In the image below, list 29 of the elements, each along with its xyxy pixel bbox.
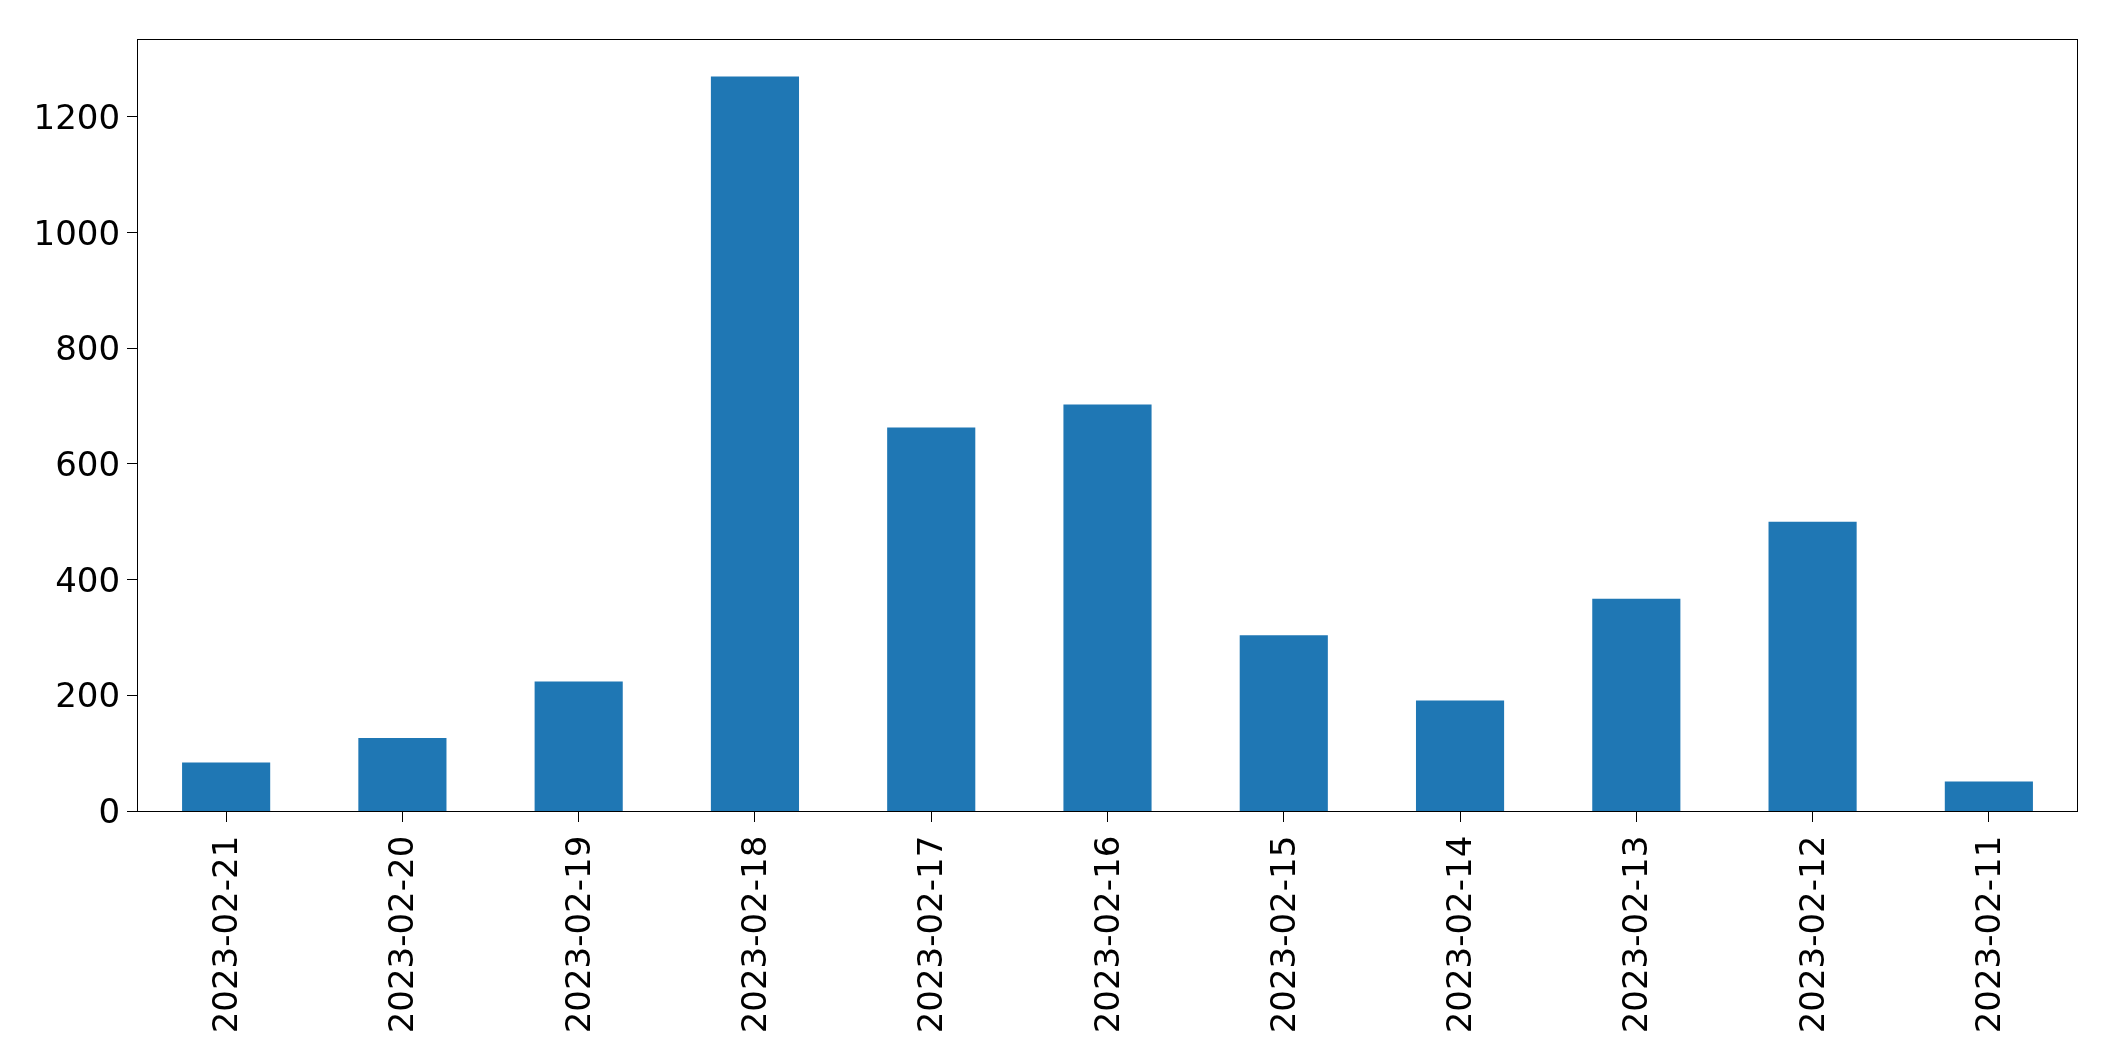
x-tick-label: 2023-02-13	[1615, 835, 1656, 1034]
y-tick-label: 1200	[33, 96, 121, 137]
y-tick-label: 1000	[33, 212, 121, 253]
bar	[710, 76, 800, 811]
x-tick-label: 2023-02-12	[1791, 835, 1832, 1034]
x-tick-label: 2023-02-20	[381, 835, 422, 1034]
x-tick-label: 2023-02-17	[910, 835, 951, 1034]
x-tick-label: 2023-02-15	[1262, 835, 1303, 1034]
bar	[1063, 404, 1152, 811]
x-tick-label: 2023-02-11	[1967, 835, 2008, 1034]
bar	[1592, 598, 1681, 811]
x-tick-label: 2023-02-19	[557, 835, 598, 1034]
bar	[534, 681, 623, 811]
y-tick-label: 400	[55, 559, 121, 600]
y-tick-label: 800	[55, 328, 121, 369]
bar	[887, 427, 976, 811]
bar	[1768, 521, 1857, 811]
y-tick-label: 600	[55, 443, 121, 484]
x-tick-label: 2023-02-18	[734, 835, 774, 1034]
bar	[1944, 781, 2033, 811]
bar	[182, 762, 271, 811]
bar	[1239, 635, 1328, 811]
x-tick-label: 2023-02-16	[1086, 835, 1127, 1034]
x-tick-label: 2023-02-21	[205, 835, 246, 1034]
bar	[358, 738, 447, 811]
x-tick-label: 2023-02-14	[1439, 835, 1480, 1034]
bar	[1415, 700, 1505, 811]
y-tick-label: 200	[55, 675, 121, 716]
y-tick-label: 0	[98, 790, 121, 831]
